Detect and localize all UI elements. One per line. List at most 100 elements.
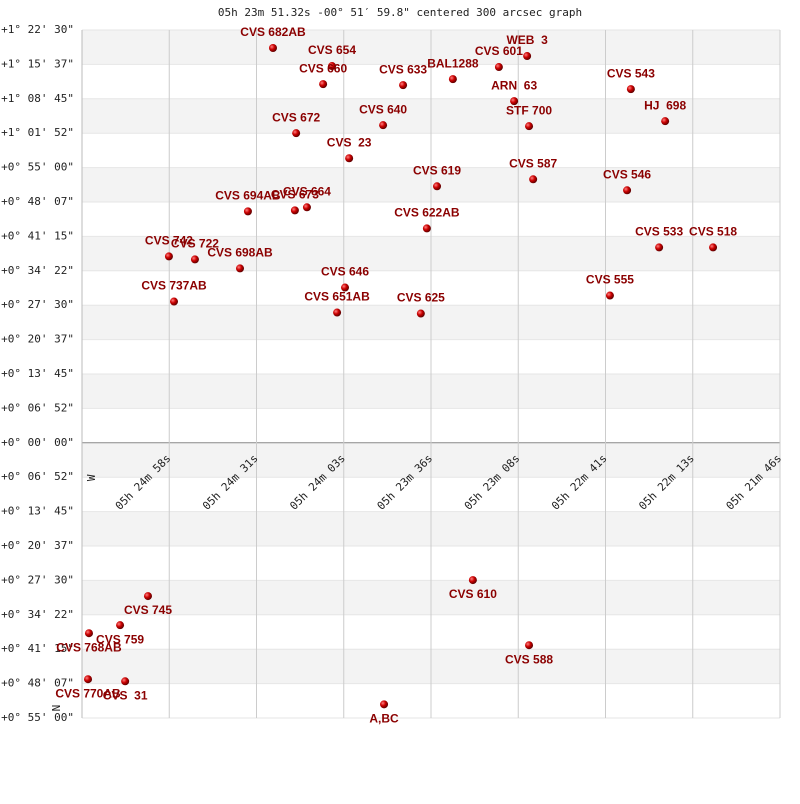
- star: [655, 243, 664, 252]
- star-label: A,BC: [369, 711, 399, 725]
- star-label: CVS 745: [124, 603, 172, 617]
- star: [433, 182, 442, 191]
- star: [626, 85, 635, 94]
- star-label: CVS 619: [413, 163, 461, 177]
- star: [468, 576, 477, 585]
- star: [170, 297, 179, 306]
- star-label: CVS 654: [308, 43, 356, 57]
- y-tick-label: +1° 01' 52": [1, 126, 74, 139]
- y-tick-label: +0° 13' 45": [1, 505, 74, 518]
- star-label: CVS 588: [505, 652, 553, 666]
- star: [268, 44, 277, 53]
- star: [341, 283, 350, 292]
- star: [605, 291, 614, 300]
- star: [623, 186, 632, 195]
- star-label: CVS 722: [171, 237, 219, 251]
- star: [236, 264, 245, 273]
- star: [84, 629, 93, 638]
- star: [345, 154, 354, 163]
- star: [529, 175, 538, 184]
- star-label: CVS 640: [359, 102, 407, 116]
- y-tick-label: +0° 27' 30": [1, 573, 74, 586]
- star: [84, 675, 93, 684]
- star-label: CVS 646: [321, 265, 369, 279]
- y-tick-label: +0° 48' 07": [1, 195, 74, 208]
- star-label: CVS 23: [327, 135, 372, 149]
- star-label: CVS 601: [475, 44, 523, 58]
- star-label: CVS 664: [283, 184, 331, 198]
- y-tick-label: +0° 55' 00": [1, 161, 74, 174]
- y-tick-label: +0° 20' 37": [1, 333, 74, 346]
- star-label: ARN 63: [491, 78, 537, 92]
- y-tick-label: +0° 06' 52": [1, 401, 74, 414]
- star: [190, 255, 199, 264]
- star-label: CVS 651AB: [304, 290, 370, 304]
- star: [328, 62, 337, 71]
- star: [416, 309, 425, 318]
- star-label: CVS 698AB: [207, 246, 273, 260]
- star: [290, 206, 299, 215]
- star-label: HJ 698: [644, 98, 686, 112]
- star-label: CVS 610: [449, 587, 497, 601]
- star-label: CVS 622AB: [394, 206, 460, 220]
- star-label: BAL1288: [427, 56, 479, 70]
- star-label: CVS 672: [272, 110, 320, 124]
- star: [494, 63, 503, 72]
- chart-title: 05h 23m 51.32s -00° 51′ 59.8" centered 3…: [218, 6, 582, 19]
- star: [661, 117, 670, 126]
- star: [510, 97, 519, 106]
- star-label: CVS 770AB: [55, 686, 121, 700]
- y-tick-label: +1° 15' 37": [1, 57, 74, 70]
- star-label: CVS 533: [635, 225, 683, 239]
- y-tick-label: +0° 20' 37": [1, 539, 74, 552]
- star-label: CVS 543: [607, 66, 655, 80]
- star: [302, 203, 311, 212]
- star: [525, 122, 534, 131]
- star: [333, 308, 342, 317]
- star: [399, 81, 408, 90]
- star-label: WEB 3: [506, 33, 548, 47]
- star-label: CVS 518: [689, 225, 737, 239]
- y-tick-label: +1° 08' 45": [1, 92, 74, 105]
- compass-n: N: [50, 705, 63, 712]
- y-tick-label: +0° 34' 22": [1, 264, 74, 277]
- star-label: CVS 768AB: [56, 640, 122, 654]
- star: [121, 677, 130, 686]
- star: [143, 592, 152, 601]
- star-label: CVS 737AB: [141, 279, 207, 293]
- star: [448, 75, 457, 84]
- star: [380, 700, 389, 709]
- star-label: CVS 660: [299, 61, 347, 75]
- star: [422, 224, 431, 233]
- star: [709, 243, 718, 252]
- star: [243, 207, 252, 216]
- star-label: CVS 555: [586, 273, 634, 287]
- star: [116, 621, 125, 630]
- y-tick-label: +0° 06' 52": [1, 470, 74, 483]
- y-tick-label: +0° 48' 07": [1, 677, 74, 690]
- star-label: STF 700: [506, 103, 552, 117]
- y-tick-label: +0° 55' 00": [1, 711, 74, 724]
- star: [379, 121, 388, 130]
- star-label: CVS 31: [103, 688, 148, 702]
- star-label: CVS 625: [397, 291, 445, 305]
- star-label: CVS 759: [96, 632, 144, 646]
- star: [319, 80, 328, 89]
- star: [525, 641, 534, 650]
- star-label: CVS 587: [509, 156, 557, 170]
- compass-w: W: [85, 474, 98, 481]
- star-label: CVS 546: [603, 167, 651, 181]
- y-tick-label: +0° 13' 45": [1, 367, 74, 380]
- star: [523, 52, 532, 61]
- y-tick-label: +0° 41' 15": [1, 229, 74, 242]
- star-label: CVS 742: [145, 234, 193, 248]
- star-label: CVS 633: [379, 62, 427, 76]
- y-tick-label: +0° 41' 15": [1, 642, 74, 655]
- star-label: CVS 682AB: [240, 25, 306, 39]
- y-tick-label: +0° 27' 30": [1, 298, 74, 311]
- star: [164, 252, 173, 261]
- star: [292, 129, 301, 138]
- y-tick-label: +0° 34' 22": [1, 608, 74, 621]
- star-label: CVS 694AB: [215, 189, 281, 203]
